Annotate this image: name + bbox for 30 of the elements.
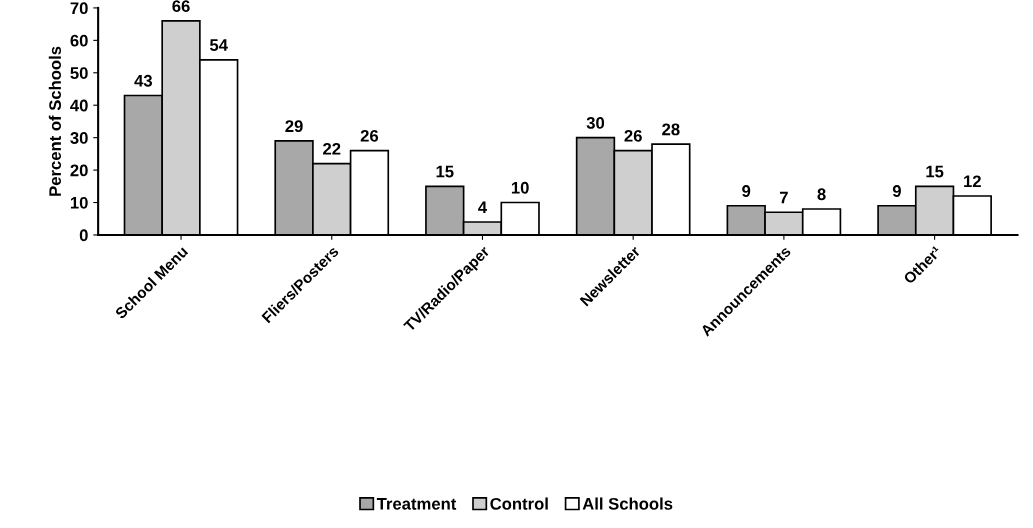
- legend-label: Control: [490, 497, 548, 510]
- data-label: 29: [285, 120, 303, 133]
- data-label: 15: [436, 165, 454, 178]
- y-axis-title: Percent of Schools: [48, 46, 62, 196]
- data-label: 10: [511, 181, 529, 194]
- y-tick-label: 10: [70, 196, 88, 209]
- data-label: 9: [892, 185, 901, 197]
- data-label: 54: [209, 39, 228, 51]
- data-label: 26: [360, 129, 379, 142]
- y-tick-label: 50: [70, 67, 88, 79]
- data-label: 4: [478, 201, 488, 213]
- data-label: 8: [817, 188, 826, 201]
- legend-label: All Schools: [582, 497, 673, 510]
- data-label: 66: [172, 0, 190, 13]
- data-label: 22: [323, 142, 341, 155]
- y-tick-label: 30: [70, 132, 88, 144]
- y-tick-label: 60: [70, 34, 88, 47]
- legend-label: Treatment: [376, 498, 457, 510]
- y-tick-label: 70: [70, 2, 88, 15]
- data-label: 12: [964, 175, 981, 188]
- data-label: 43: [134, 74, 153, 87]
- data-label: 30: [586, 117, 605, 129]
- data-label: 26: [624, 129, 642, 142]
- data-label: 9: [742, 185, 751, 197]
- data-label: 7: [779, 191, 788, 204]
- data-label: 15: [926, 165, 944, 178]
- y-tick-label: 20: [70, 164, 88, 177]
- y-tick-label: 0: [79, 229, 88, 242]
- data-label: 28: [662, 123, 680, 136]
- y-tick-label: 40: [70, 99, 88, 112]
